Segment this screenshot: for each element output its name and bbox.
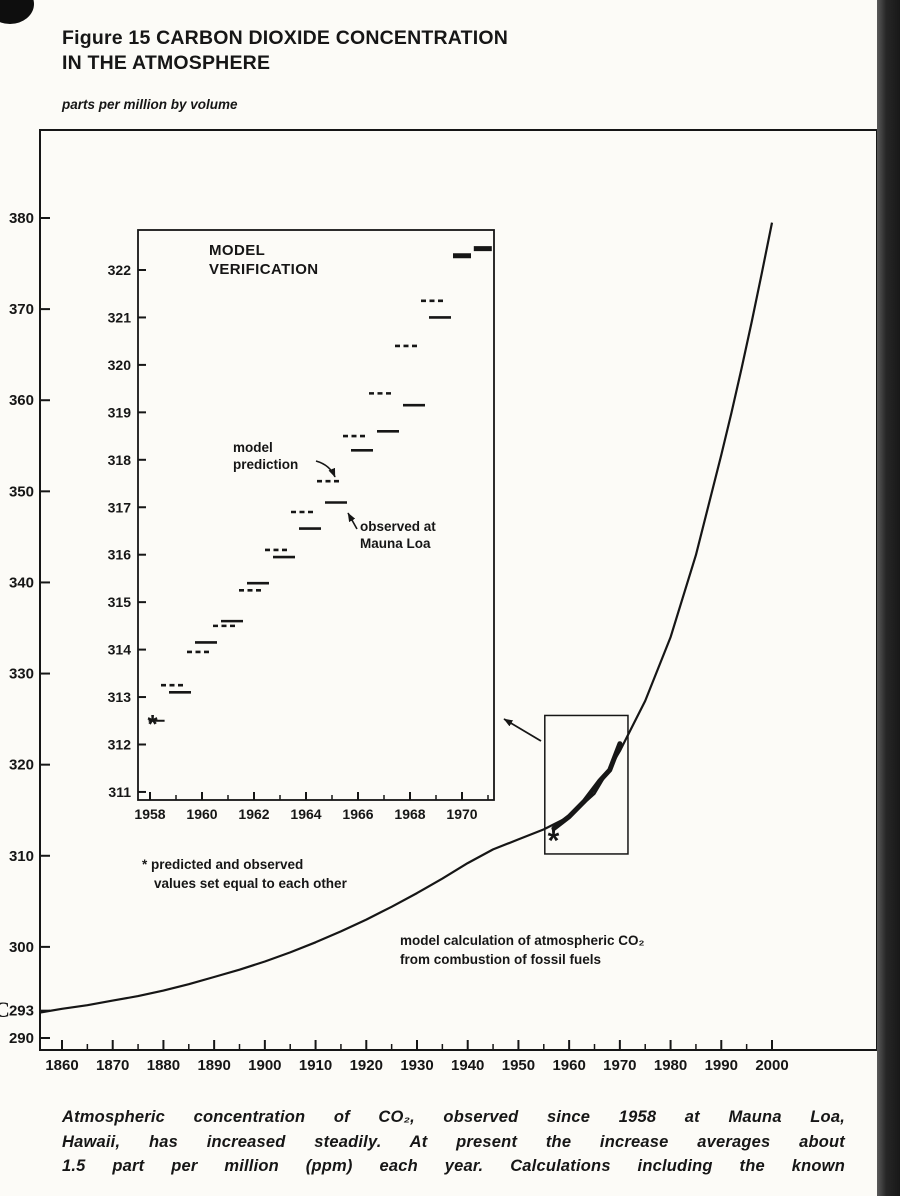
inset-asterisk: *: [148, 709, 159, 739]
main-x-tick-label: 1910: [299, 1057, 332, 1074]
caption-line-3: 1.5 part per million (ppm) each year. Ca…: [62, 1157, 845, 1175]
model-prediction-annotation: model prediction: [233, 440, 298, 473]
figure-title-line2: IN THE ATMOSPHERE: [62, 52, 271, 74]
scan-margin-mark: C: [0, 997, 10, 1022]
figure-caption: Atmospheric concentration of CO₂, observ…: [62, 1105, 845, 1179]
inset-y-tick-label: 316: [108, 547, 132, 563]
main-y-tick-label: 310: [9, 848, 34, 865]
caption-line-1: Atmospheric concentration of CO₂, observ…: [62, 1108, 845, 1126]
main-x-tick-label: 1990: [705, 1057, 738, 1074]
y-axis-unit-label: parts per million by volume: [62, 97, 238, 112]
inset-title-line2: VERIFICATION: [209, 261, 319, 278]
model-prediction-line1: model: [233, 440, 273, 455]
inset-x-tick-label: 1970: [446, 806, 477, 822]
inset-x-tick-label: 1960: [186, 806, 217, 822]
inset-y-tick-label: 320: [108, 357, 132, 373]
inset-title-line1: MODEL: [209, 242, 266, 259]
main-y-tick-label: 340: [9, 574, 34, 591]
main-x-tick-label: 1980: [654, 1057, 687, 1074]
inset-x-tick-label: 1966: [342, 806, 373, 822]
inset-y-tick-label: 321: [108, 309, 132, 325]
inset-x-tick-label: 1958: [134, 806, 165, 822]
scan-edge-strip: [877, 0, 900, 1196]
inset-x-tick-label: 1964: [290, 806, 321, 822]
main-y-tick-label: 370: [9, 301, 34, 318]
main-y-tick-label: 360: [9, 392, 34, 409]
observed-thick-segment: [551, 741, 623, 831]
observed-line2: Mauna Loa: [360, 535, 431, 551]
observed-label-arrow: [347, 512, 358, 530]
main-y-tick-label: 350: [9, 483, 34, 500]
inset-footnote-line2: values set equal to each other: [154, 876, 347, 891]
caption-line-2: Hawaii, has increased steadily. At prese…: [62, 1132, 845, 1151]
zoom-callout-arrow: [503, 718, 542, 742]
model-prediction-line2: prediction: [233, 456, 299, 472]
model-curve-annotation-line2: from combustion of fossil fuels: [400, 951, 602, 967]
main-x-tick-label: 1960: [552, 1057, 585, 1074]
inset-y-tick-label: 317: [108, 499, 132, 515]
main-x-tick-label: 1970: [603, 1057, 636, 1074]
observed-annotation: observed at Mauna Loa: [360, 519, 436, 552]
main-x-tick-label: 1920: [350, 1057, 383, 1074]
main-asterisk: *: [548, 825, 560, 858]
main-x-tick-label: 1860: [45, 1057, 78, 1074]
main-y-tick-label: 293: [9, 1003, 34, 1020]
inset-x-tick-label: 1962: [238, 806, 269, 822]
inset-x-tick-label: 1968: [394, 806, 425, 822]
model-calculation-curve: [40, 222, 774, 1014]
inset-y-tick-label: 314: [108, 642, 132, 658]
inset-title: MODEL VERIFICATION: [209, 241, 319, 279]
inset-footnote-line1: * predicted and observed: [142, 857, 304, 872]
inset-y-tick-label: 319: [108, 404, 132, 420]
main-x-tick-label: 1950: [502, 1057, 535, 1074]
main-y-tick-label: 320: [9, 757, 34, 774]
inset-frame: [137, 229, 495, 801]
main-x-tick-label: 1880: [147, 1057, 180, 1074]
zoom-region-box: [544, 714, 629, 855]
inset-y-tick-label: 322: [108, 262, 132, 278]
inset-y-tick-label: 318: [108, 452, 132, 468]
main-y-tick-label: 380: [9, 210, 34, 227]
main-x-tick-label: 2000: [755, 1057, 788, 1074]
main-x-tick-label: 1940: [451, 1057, 484, 1074]
figure-title: Figure 15 CARBON DIOXIDE CONCENTRATION I…: [62, 26, 508, 76]
main-x-tick-label: 1900: [248, 1057, 281, 1074]
main-y-tick-label: 330: [9, 666, 34, 683]
main-y-tick-label: 300: [9, 939, 34, 956]
inset-y-tick-label: 312: [108, 737, 132, 753]
main-x-tick-label: 1930: [400, 1057, 433, 1074]
model-curve-annotation-line1: model calculation of atmospheric CO₂: [400, 933, 645, 948]
inset-footnote: * predicted and observed values set equa…: [142, 855, 347, 893]
main-x-tick-label: 1890: [197, 1057, 230, 1074]
main-x-tick-label: 1870: [96, 1057, 129, 1074]
model-curve-annotation: model calculation of atmospheric CO₂ fro…: [400, 932, 645, 969]
inset-y-tick-label: 313: [108, 689, 132, 705]
inset-y-tick-label: 311: [108, 784, 131, 800]
inset-y-tick-label: 315: [108, 594, 132, 610]
model-prediction-arrow: [315, 460, 336, 478]
main-plot-frame: [39, 129, 878, 1051]
observed-line1: observed at: [360, 519, 436, 534]
main-y-tick-label: 290: [9, 1030, 34, 1047]
figure-title-line1: Figure 15 CARBON DIOXIDE CONCENTRATION: [62, 27, 509, 49]
